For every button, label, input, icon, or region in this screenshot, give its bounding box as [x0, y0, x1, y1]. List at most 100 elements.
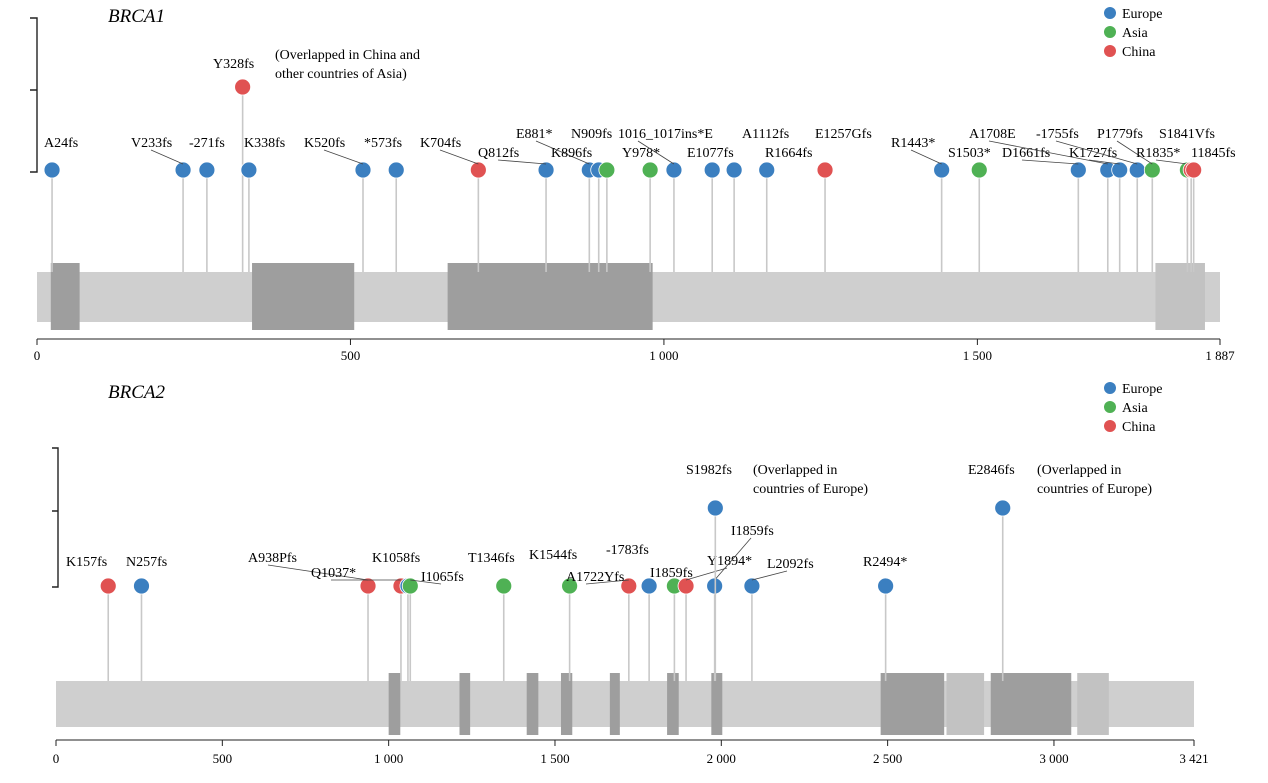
brca1-mutation-k896fs-10-label: K896fs [551, 146, 592, 161]
brca1-mutation-11845fs-27-label: 11845fs [1191, 146, 1236, 161]
brca1-mutation-p1779fs-24-label: P1779fs [1097, 127, 1143, 142]
brca1-mutation-a1112fs-15-dot [725, 161, 743, 179]
brca1-domains [50, 263, 1205, 330]
brca1-mutation-k1727fs-22-label: K1727fs [1069, 146, 1117, 161]
brca2-mutation-a938pfs-2-leader [267, 564, 369, 581]
brca2-mutation-t1346fs-6-label: T1346fs [468, 551, 515, 566]
brca1-mutation-q812fs-8-leader [497, 159, 547, 165]
brca1-mutation-r1443-18-dot [933, 161, 951, 179]
brca1-ticks: 0 500 1 000 1 500 1 887 [34, 339, 1235, 363]
brca1-mutation-e1077fs-14-label: E1077fs [687, 146, 734, 161]
brca2-mutation-r2494-15-dot [877, 577, 895, 595]
brca1-mutation-d1661fs-20-label: D1661fs [1002, 146, 1050, 161]
brca2-mutation-k1544fs-7-dot [561, 577, 579, 595]
brca2-domain-4 [560, 673, 573, 735]
brca1-title: BRCA1 [108, 6, 165, 27]
brca2-mutation-a1722yfs-8-dot [620, 577, 638, 595]
brca2-mutation-i1065fs-5-leader [410, 579, 442, 585]
brca2-legend-europe-label: Europe [1122, 382, 1162, 397]
brca1-mutation-1016-1017ins-e-13-label: 1016_1017ins*E [618, 127, 713, 142]
brca1-tick-label-1: 500 [341, 348, 361, 363]
brca1-mutation-r1835-25-label: R1835* [1136, 146, 1180, 161]
brca1-mutation-1016-1017ins-e-13-leader [637, 140, 675, 165]
brca2-mutation-1783fs-9-dot [640, 577, 658, 595]
brca1-mutation-1016-1017ins-e-13-dot [665, 161, 683, 179]
brca2-mutation-y1894-11-dot [677, 577, 695, 595]
brca2-mutation-s1982fs-13-label: S1982fs [686, 463, 732, 478]
brca1-mutation-v233fs-1-dot [174, 161, 192, 179]
brca1-mutation-s1503-19-dot [970, 161, 988, 179]
brca1-mutation-n909fs-11-dot [598, 161, 616, 179]
brca1-mutation-573fs-6-dot [387, 161, 405, 179]
brca2-panel: BRCA2 Europe Asia China (Overlapped in c… [52, 382, 1209, 766]
brca1-tick-label-3: 1 500 [963, 348, 992, 363]
brca2-domain-8 [880, 673, 945, 735]
brca1-mutation-s1503-19-label: S1503* [948, 146, 991, 161]
brca1-mutation-k704fs-7-dot [469, 161, 487, 179]
brca1-mutation-11845fs-27-dot [1185, 161, 1203, 179]
brca1-domain-2 [252, 263, 355, 330]
brca2-tick-label-5: 2 500 [873, 751, 902, 766]
brca1-mutation-p1779fs-24-dot [1143, 161, 1161, 179]
brca1-mutation-k704fs-7-leader [439, 149, 479, 165]
brca2-tick-label-7: 3 421 [1179, 751, 1208, 766]
brca2-domain-9 [946, 673, 985, 735]
brca1-mutation-a1708e-21-label: A1708E [969, 127, 1016, 142]
brca1-mutation-n909fs-11-label: N909fs [571, 127, 612, 142]
brca2-tick-label-3: 1 500 [540, 751, 569, 766]
brca1-mutation-a1708e-21-leader [988, 140, 1108, 165]
brca2-mutation-a1722yfs-8-leader [585, 579, 629, 585]
brca1-tick-label-2: 1 000 [649, 348, 678, 363]
brca1-panel: BRCA1 Europe Asia China (Overlapped in C… [30, 6, 1236, 363]
brca2-mutation-q1037-3-label: Q1037* [311, 566, 356, 581]
brca1-mutation-r1835-25-leader [1155, 159, 1188, 165]
brca1-mutation-271fs-2-label: -271fs [189, 136, 225, 151]
brca2-mutation-1783fs-9-label: -1783fs [606, 543, 649, 558]
brca2-tick-label-6: 3 000 [1039, 751, 1068, 766]
brca2-tick-label-2: 1 000 [374, 751, 403, 766]
brca2-mutation-i1859fs-10-label: I1859fs [650, 566, 693, 581]
brca1-mutation-r1443-18-label: R1443* [891, 136, 935, 151]
brca2-mutation-r2494-15-label: R2494* [863, 555, 907, 570]
brca2-mutation-i1859fs-12-label: I1859fs [731, 524, 774, 539]
brca2-mutation-k1544fs-7-label: K1544fs [529, 548, 577, 563]
brca2-domain-10 [990, 673, 1072, 735]
brca1-mutation-r1664fs-16-dot [758, 161, 776, 179]
brca1-mutation-k338fs-4-label: K338fs [244, 136, 285, 151]
brca1-legend-china-dot [1104, 45, 1116, 57]
brca1-mutation-573fs-6-label: *573fs [364, 136, 402, 151]
brca2-mutation-k1058fs-4-label: K1058fs [372, 551, 420, 566]
brca1-legend-china-label: China [1122, 45, 1156, 60]
brca2-domain-5 [609, 673, 620, 735]
brca1-mutation-e881-9-leader [535, 140, 590, 165]
brca1-mutation-e1257gfs-17-label: E1257Gfs [815, 127, 872, 142]
brca1-mutation-1755fs-23-dot [1128, 161, 1146, 179]
brca2-mutation-n257fs-1-label: N257fs [126, 555, 167, 570]
brca1-legend-europe-dot [1104, 7, 1116, 19]
brca2-domain-6 [667, 673, 679, 735]
brca1-mutation-y978-12-dot [641, 161, 659, 179]
brca2-scale-bracket [52, 447, 59, 588]
brca2-mutation-t1346fs-6-dot [495, 577, 513, 595]
brca1-mutation-k1727fs-22-dot [1111, 161, 1129, 179]
brca1-mutation-e1257gfs-17-dot [816, 161, 834, 179]
brca2-mutation-y1894-11-leader [685, 567, 728, 581]
brca2-legend: Europe Asia China [1104, 382, 1162, 435]
brca2-mutation-e2846fs-16-label: E2846fs [968, 463, 1015, 478]
brca1-mutation-k520fs-5-dot [354, 161, 372, 179]
brca1-mutation-d1661fs-20-leader [1021, 159, 1079, 165]
brca1-mutation-v233fs-1-label: V233fs [131, 136, 172, 151]
brca2-annotation-e2846-line1: (Overlapped in [1037, 463, 1121, 478]
brca1-legend-asia-dot [1104, 26, 1116, 38]
brca1-mutation-p1779fs-24-leader [1116, 140, 1153, 165]
brca2-tick-label-0: 0 [53, 751, 60, 766]
brca2-mutation-a938pfs-2-dot [359, 577, 377, 595]
brca2-mutation-s1982fs-13-dot [706, 499, 724, 517]
brca1-mutation-a1112fs-15-label: A1112fs [742, 127, 789, 142]
brca1-mutation-1755fs-23-leader [1055, 140, 1138, 165]
brca1-mutation-d1661fs-20-dot [1069, 161, 1087, 179]
brca1-mutation-q812fs-8-dot [537, 161, 555, 179]
brca1-domain-4 [1155, 263, 1205, 330]
brca1-mutation-k520fs-5-label: K520fs [304, 136, 345, 151]
brca1-domain-3 [447, 263, 653, 330]
